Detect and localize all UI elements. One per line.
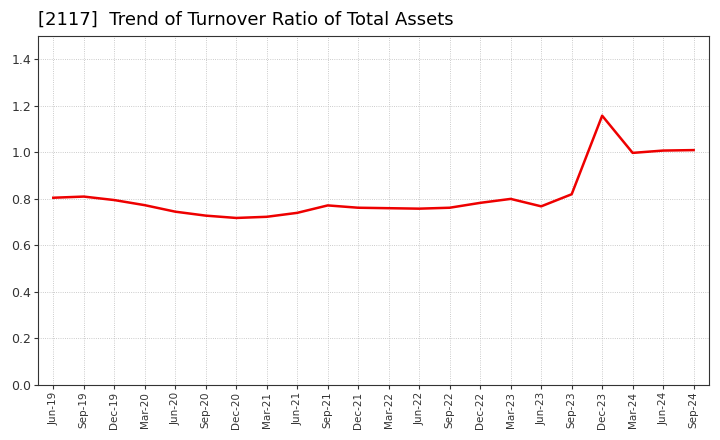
Text: [2117]  Trend of Turnover Ratio of Total Assets: [2117] Trend of Turnover Ratio of Total … [38,11,454,29]
